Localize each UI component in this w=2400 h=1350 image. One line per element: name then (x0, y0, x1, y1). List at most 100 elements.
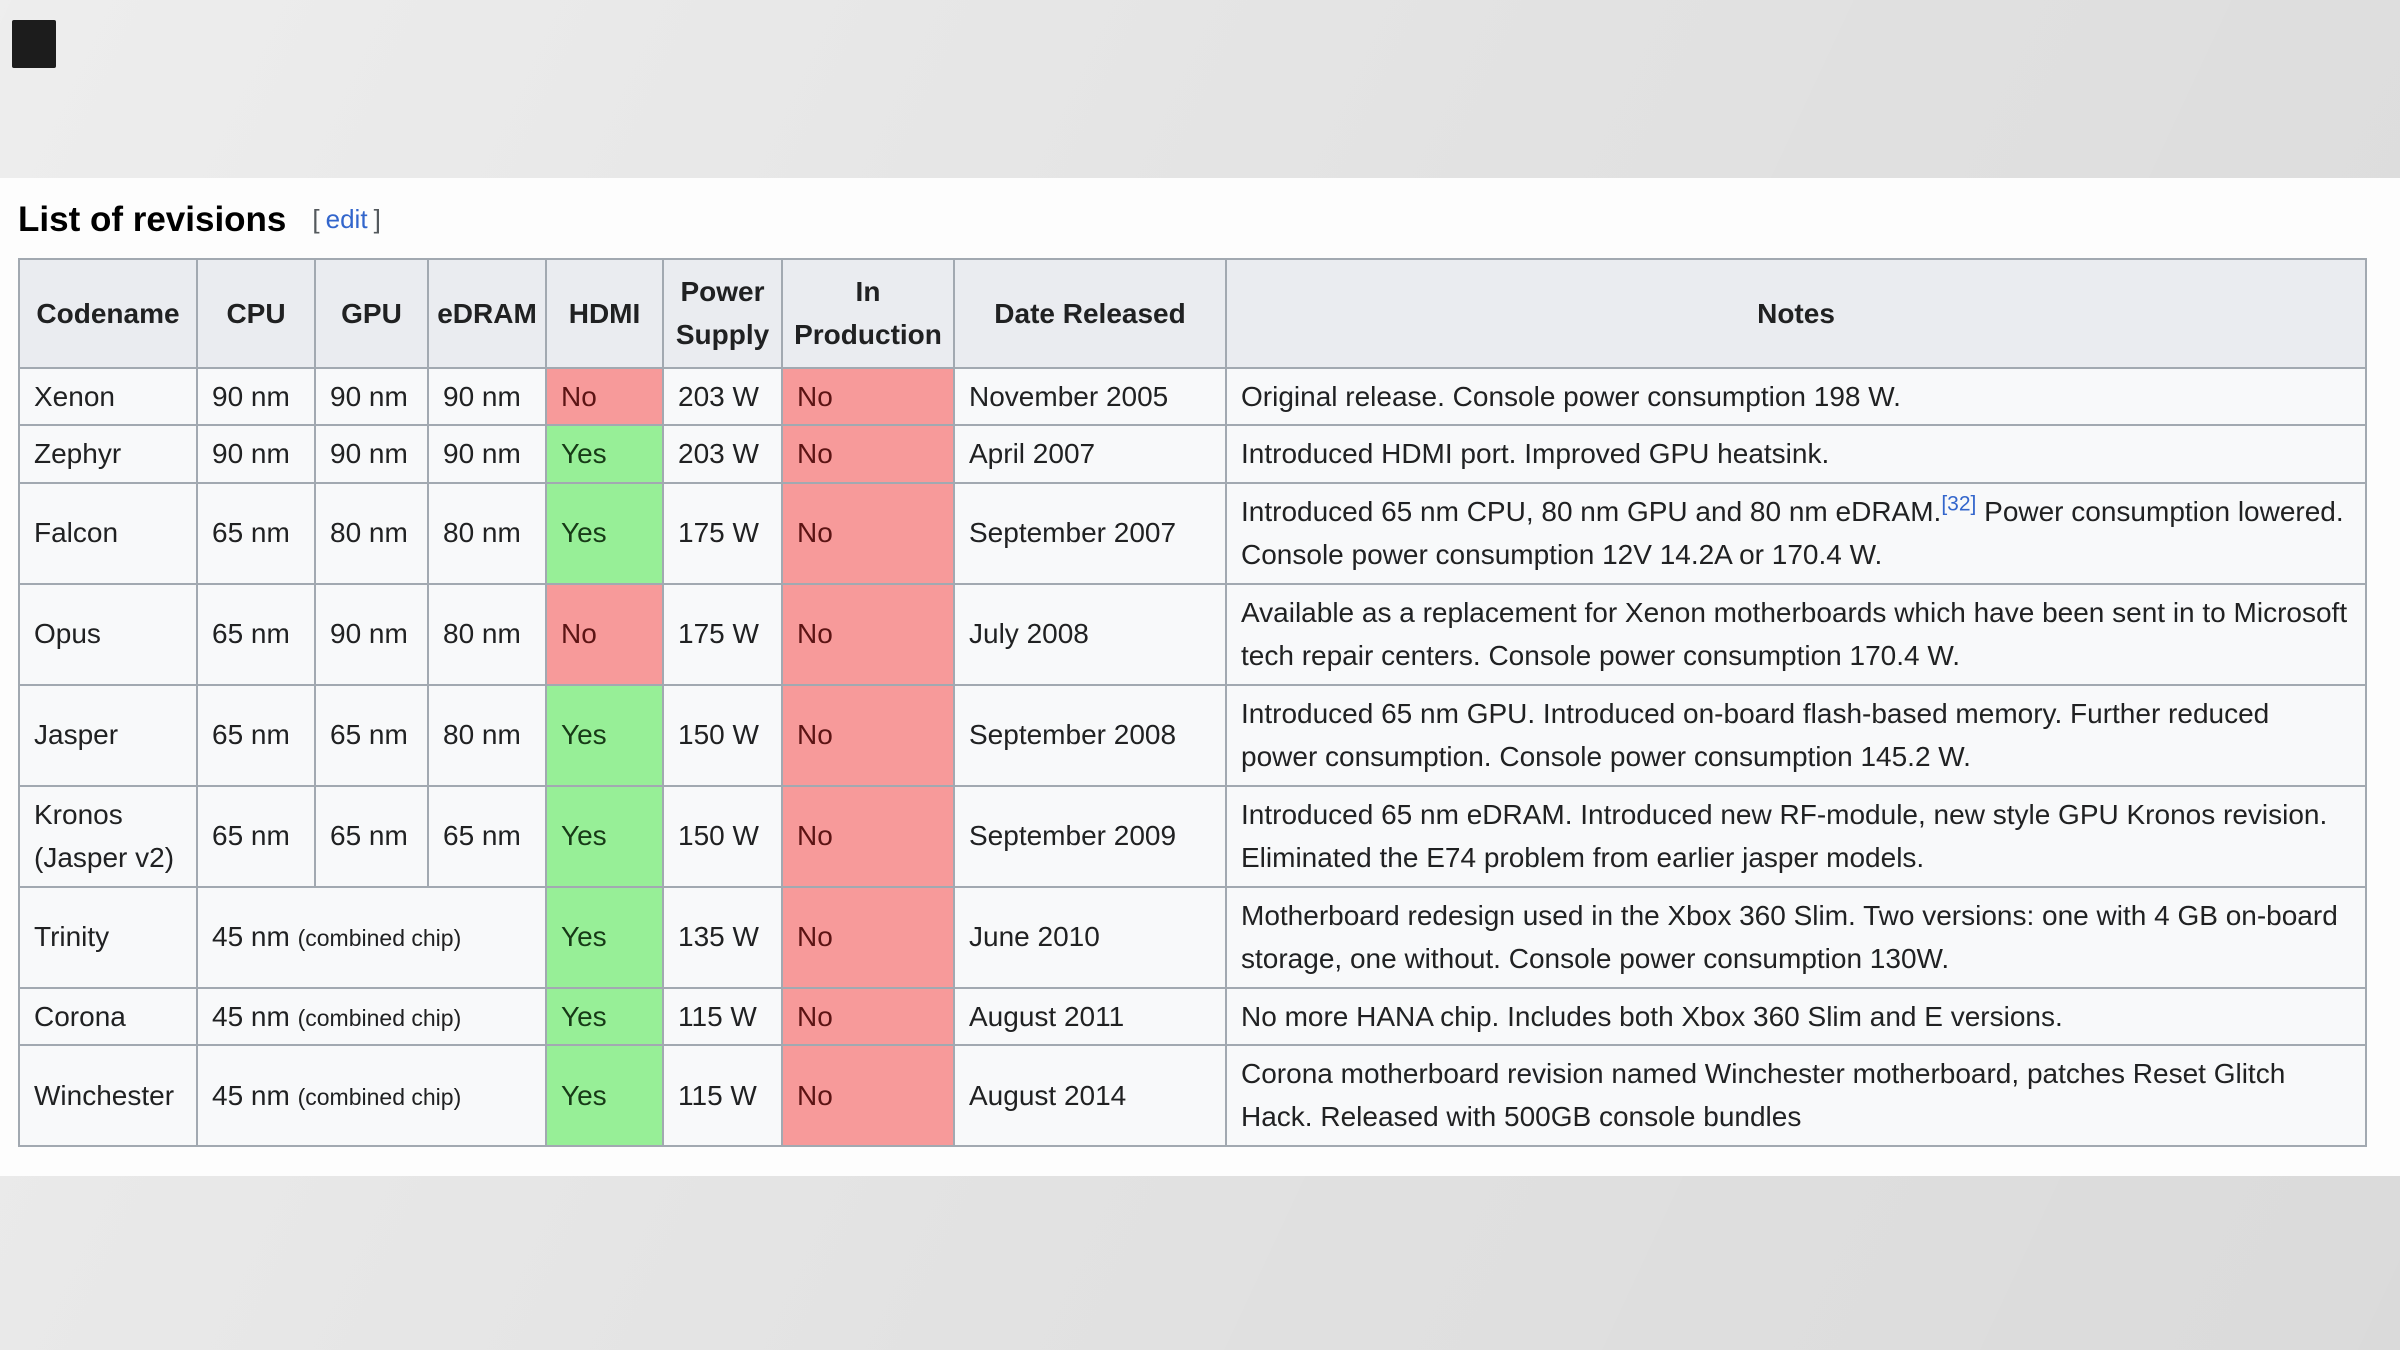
hdmi-cell: Yes (545, 1043, 664, 1147)
edram-cell: 90 nm (427, 424, 547, 484)
notes-cell: Available as a replacement for Xenon mot… (1225, 582, 2367, 686)
date-released-cell: August 2014 (953, 1043, 1227, 1147)
combined-chip-cell: 45 nm (combined chip) (196, 1043, 547, 1147)
notes-text: Introduced HDMI port. Improved GPU heats… (1241, 438, 1830, 470)
in-production-cell: No (781, 784, 955, 888)
date-released-cell: November 2005 (953, 366, 1227, 427)
table-row-corona: Corona 45 nm (combined chip) Yes 115 W N… (18, 986, 2367, 1046)
table-row-falcon: Falcon 65 nm 80 nm 80 nm Yes 175 W No Se… (18, 481, 2367, 585)
notes-cell: No more HANA chip. Includes both Xbox 36… (1225, 986, 2367, 1046)
revisions-table: Codename CPU GPU eDRAM HDMI Power Supply… (18, 258, 2367, 1147)
in-production-cell: No (781, 683, 955, 787)
footnote-ref-32: [32] (1941, 492, 1976, 515)
notes-cell: Introduced 65 nm GPU. Introduced on-boar… (1225, 683, 2367, 787)
codename-cell: Corona (18, 986, 198, 1046)
date-released-cell: August 2011 (953, 986, 1227, 1046)
chip-note: (combined chip) (297, 1083, 462, 1110)
column-header-codename: Codename (18, 258, 198, 369)
power-supply-cell: 115 W (662, 986, 783, 1046)
edram-cell: 80 nm (427, 582, 547, 686)
hdmi-cell: No (545, 366, 664, 427)
codename-cell: Xenon (18, 366, 198, 427)
power-supply-cell: 150 W (662, 784, 783, 888)
header-row: Codename CPU GPU eDRAM HDMI Power Supply… (18, 258, 2367, 369)
notes-text: Introduced 65 nm GPU. Introduced on-boar… (1241, 697, 2270, 773)
date-released-cell: July 2008 (953, 582, 1227, 686)
edram-cell: 65 nm (427, 784, 547, 888)
gpu-cell: 90 nm (314, 366, 429, 427)
gpu-cell: 65 nm (314, 683, 429, 787)
hdmi-cell: Yes (545, 784, 664, 888)
date-released-cell: September 2007 (953, 481, 1227, 585)
codename-cell: Winchester (18, 1043, 198, 1147)
date-released-cell: September 2008 (953, 683, 1227, 787)
notes-cell: Introduced 65 nm eDRAM. Introduced new R… (1225, 784, 2367, 888)
column-header-notes: Notes (1225, 258, 2367, 369)
table-row-xenon: Xenon 90 nm 90 nm 90 nm No 203 W No Nove… (18, 366, 2367, 427)
notes-text: Introduced 65 nm CPU, 80 nm GPU and 80 n… (1241, 495, 1942, 527)
top-left-dark-square (12, 20, 56, 68)
column-header-hdmi: HDMI (545, 258, 664, 369)
notes-cell: Corona motherboard revision named Winche… (1225, 1043, 2367, 1147)
hdmi-cell: Yes (545, 481, 664, 585)
table-row-trinity: Trinity 45 nm (combined chip) Yes 135 W … (18, 885, 2367, 989)
table-row-opus: Opus 65 nm 90 nm 80 nm No 175 W No July … (18, 582, 2367, 686)
notes-text: Original release. Console power consumpt… (1241, 380, 1901, 412)
edram-cell: 90 nm (427, 366, 547, 427)
combined-chip-cell: 45 nm (combined chip) (196, 885, 547, 989)
in-production-cell: No (781, 424, 955, 484)
cpu-cell: 65 nm (196, 582, 316, 686)
codename-cell: Opus (18, 582, 198, 686)
notes-text: Available as a replacement for Xenon mot… (1241, 596, 2348, 672)
gpu-cell: 90 nm (314, 424, 429, 484)
notes-text: Corona motherboard revision named Winche… (1241, 1058, 2286, 1133)
column-header-edram: eDRAM (427, 258, 547, 369)
cpu-cell: 90 nm (196, 424, 316, 484)
chip-note: (combined chip) (297, 925, 462, 952)
codename-cell: Trinity (18, 885, 198, 989)
column-header-power-supply: Power Supply (662, 258, 783, 369)
in-production-cell: No (781, 986, 955, 1046)
notes-cell: Introduced HDMI port. Improved GPU heats… (1225, 424, 2367, 484)
in-production-cell: No (781, 366, 955, 427)
power-supply-cell: 150 W (662, 683, 783, 787)
in-production-cell: No (781, 1043, 955, 1147)
content-area: List of revisions [edit] Codename CPU GPU… (0, 178, 2400, 1176)
chip-note: (combined chip) (297, 1004, 462, 1031)
page-title: List of revisions (18, 200, 287, 239)
in-production-cell: No (781, 885, 955, 989)
footnote-ref-32-link[interactable]: [32] (1941, 492, 1977, 516)
section-heading: List of revisions [edit] (18, 200, 2400, 240)
cpu-cell: 90 nm (196, 366, 316, 427)
hdmi-cell: Yes (545, 986, 664, 1046)
date-released-cell: September 2009 (953, 784, 1227, 888)
cpu-cell: 65 nm (196, 683, 316, 787)
power-supply-cell: 203 W (662, 424, 783, 484)
notes-text: Introduced 65 nm eDRAM. Introduced new R… (1241, 798, 2328, 874)
notes-cell: Motherboard redesign used in the Xbox 36… (1225, 885, 2367, 989)
table-row-zephyr: Zephyr 90 nm 90 nm 90 nm Yes 203 W No Ap… (18, 424, 2367, 484)
edit-link[interactable]: edit (325, 204, 368, 234)
hdmi-cell: Yes (545, 885, 664, 989)
edit-bracket-open: [ (312, 204, 320, 234)
in-production-cell: No (781, 582, 955, 686)
column-header-cpu: CPU (196, 258, 316, 369)
chip-size: 45 nm (212, 921, 290, 953)
codename-cell: Kronos (Jasper v2) (18, 784, 198, 888)
hdmi-cell: No (545, 582, 664, 686)
gpu-cell: 65 nm (314, 784, 429, 888)
edram-cell: 80 nm (427, 683, 547, 787)
hdmi-cell: Yes (545, 683, 664, 787)
gpu-cell: 90 nm (314, 582, 429, 686)
column-header-date-released: Date Released (953, 258, 1227, 369)
power-supply-cell: 175 W (662, 582, 783, 686)
table-row-winchester: Winchester 45 nm (combined chip) Yes 115… (18, 1043, 2367, 1147)
in-production-cell: No (781, 481, 955, 585)
gpu-cell: 80 nm (314, 481, 429, 585)
notes-text-after: Power consumption lowered. Console power… (1241, 495, 2344, 571)
power-supply-cell: 175 W (662, 481, 783, 585)
cpu-cell: 65 nm (196, 481, 316, 585)
column-header-in-production: In Production (781, 258, 955, 369)
chip-size: 45 nm (212, 1079, 290, 1111)
notes-text: Motherboard redesign used in the Xbox 36… (1241, 899, 2338, 975)
